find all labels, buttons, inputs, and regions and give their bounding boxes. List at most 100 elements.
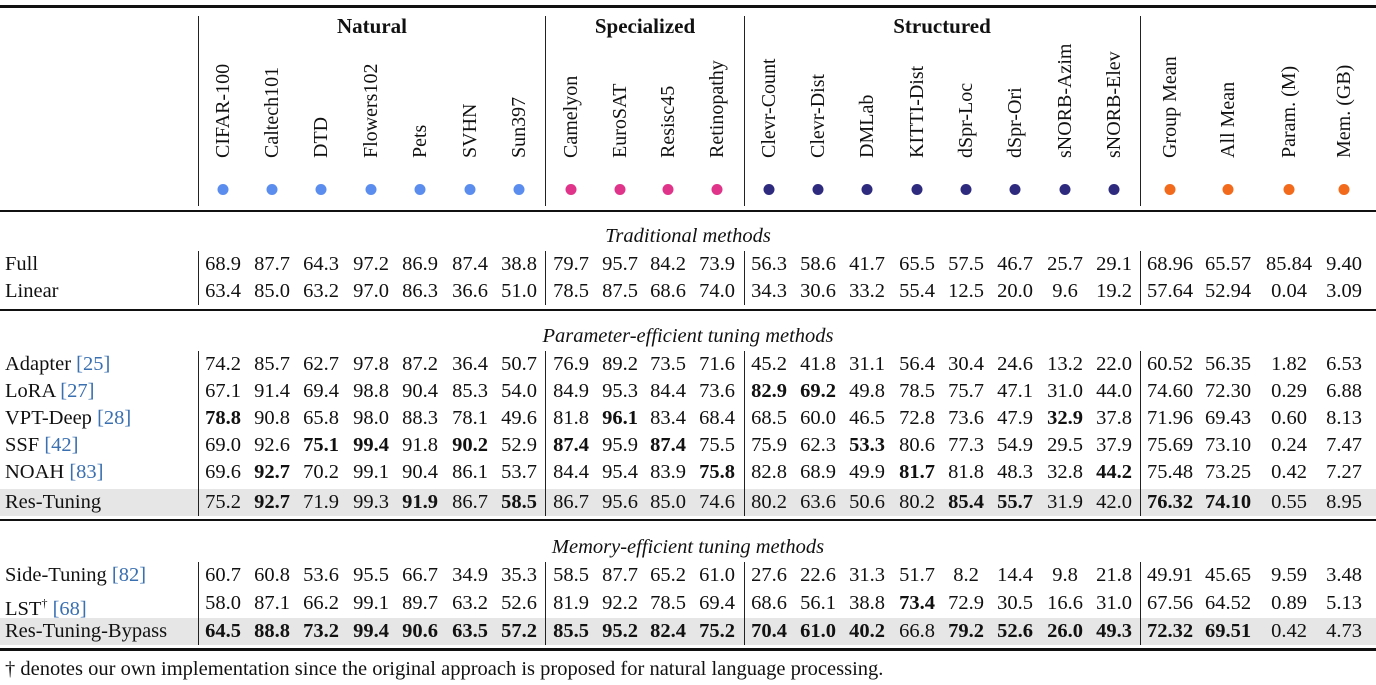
table-cell: 13.2 <box>1047 353 1083 375</box>
table-cell: 99.4 <box>353 434 389 456</box>
citation-link[interactable]: [28] <box>97 407 132 429</box>
category-dot-icon <box>565 184 577 195</box>
method-label: Res-Tuning <box>5 491 102 513</box>
method-name: Linear <box>5 278 59 305</box>
table-cell: 9.40 <box>1326 253 1362 275</box>
table-cell: 64.52 <box>1204 592 1252 614</box>
table-cell: 31.1 <box>849 353 885 375</box>
table-cell: 95.4 <box>602 461 638 483</box>
table-cell: 68.96 <box>1146 253 1194 275</box>
table-cell: 49.8 <box>849 380 885 402</box>
table-cell: 0.24 <box>1271 434 1307 456</box>
table-cell: 53.6 <box>303 564 339 586</box>
table-cell: 8.95 <box>1326 491 1362 513</box>
table-cell: 71.9 <box>303 491 339 513</box>
column-header-label: Mem. (GB) <box>1333 64 1355 158</box>
table-cell: 91.8 <box>402 434 438 456</box>
table-cell: 32.9 <box>1047 407 1083 429</box>
table-cell: 87.2 <box>402 353 438 375</box>
table-cell: 19.2 <box>1096 280 1132 302</box>
table-cell: 52.9 <box>501 434 537 456</box>
citation-link[interactable]: [68] <box>52 597 87 620</box>
category-dot-icon <box>662 184 674 195</box>
category-dot-icon <box>266 184 278 195</box>
table-cell: 86.9 <box>402 253 438 275</box>
table-cell: 40.2 <box>849 620 885 642</box>
table-cell: 69.0 <box>205 434 241 456</box>
table-cell: 99.4 <box>353 620 389 642</box>
table-cell: 80.6 <box>899 434 935 456</box>
table-cell: 49.91 <box>1146 564 1194 586</box>
column-header-label: Retinopathy <box>706 60 728 158</box>
table-cell: 61.0 <box>800 620 836 642</box>
category-dot-icon <box>960 184 972 195</box>
category-dot-icon <box>414 184 426 195</box>
table-cell: 41.7 <box>849 253 885 275</box>
table-cell: 65.57 <box>1204 253 1252 275</box>
header-rule <box>0 210 1376 212</box>
table-cell: 34.9 <box>452 564 488 586</box>
table-cell: 6.88 <box>1326 380 1362 402</box>
table-cell: 72.9 <box>948 592 984 614</box>
table-cell: 84.4 <box>553 461 589 483</box>
table-cell: 91.4 <box>254 380 290 402</box>
header-separator <box>545 16 546 206</box>
table-cell: 4.73 <box>1326 620 1362 642</box>
table-cell: 34.3 <box>751 280 787 302</box>
table-cell: 50.6 <box>849 491 885 513</box>
table-cell: 0.29 <box>1271 380 1307 402</box>
table-cell: 44.0 <box>1096 380 1132 402</box>
citation-link[interactable]: [27] <box>60 380 95 402</box>
method-label: SSF <box>5 434 40 456</box>
table-cell: 0.55 <box>1271 491 1307 513</box>
table-cell: 56.35 <box>1204 353 1252 375</box>
table-cell: 64.3 <box>303 253 339 275</box>
category-dot-icon <box>614 184 626 195</box>
table-cell: 89.2 <box>602 353 638 375</box>
column-header-label: Caltech101 <box>261 66 283 158</box>
table-cell: 57.64 <box>1146 280 1194 302</box>
table-cell: 75.8 <box>699 461 735 483</box>
citation-link[interactable]: [25] <box>76 353 111 375</box>
table-cell: 63.6 <box>800 491 836 513</box>
table-cell: 78.5 <box>553 280 589 302</box>
body-separator <box>744 562 745 645</box>
table-cell: 69.4 <box>303 380 339 402</box>
table-cell: 55.4 <box>899 280 935 302</box>
method-name: Res-Tuning-Bypass <box>5 618 167 645</box>
table-cell: 69.4 <box>699 592 735 614</box>
table-cell: 0.42 <box>1271 620 1307 642</box>
column-header-label: Clevr-Count <box>758 58 780 158</box>
table-row: Res-Tuning-Bypass 64.5 88.8 73.2 99.4 90.6 63.… <box>0 618 1376 645</box>
citation-link[interactable]: [82] <box>111 564 147 586</box>
table-cell: 95.7 <box>602 253 638 275</box>
table-cell: 68.9 <box>800 461 836 483</box>
table-cell: 74.0 <box>699 280 735 302</box>
table-cell: 90.6 <box>402 620 438 642</box>
body-separator <box>198 562 199 645</box>
table-cell: 30.5 <box>997 592 1033 614</box>
column-header-label: EuroSAT <box>609 83 631 158</box>
category-dot-icon <box>812 184 824 195</box>
table-cell: 3.48 <box>1326 564 1362 586</box>
citation-link[interactable]: [42] <box>44 434 79 456</box>
table-cell: 9.59 <box>1271 564 1307 586</box>
table-cell: 58.0 <box>205 592 241 614</box>
category-dot-icon <box>217 184 229 195</box>
table-cell: 9.8 <box>1052 564 1078 586</box>
table-cell: 98.8 <box>353 380 389 402</box>
method-label: LoRA <box>5 380 56 402</box>
table-cell: 87.4 <box>452 253 488 275</box>
citation-link[interactable]: [83] <box>69 461 104 483</box>
table-cell: 73.5 <box>650 353 686 375</box>
table-cell: 47.1 <box>997 380 1033 402</box>
table-cell: 61.0 <box>699 564 735 586</box>
table-cell: 36.4 <box>452 353 488 375</box>
table-cell: 8.13 <box>1326 407 1362 429</box>
column-header-label: Pets <box>409 124 431 158</box>
category-dot-icon <box>911 184 923 195</box>
table-cell: 81.8 <box>948 461 984 483</box>
table-cell: 22.0 <box>1096 353 1132 375</box>
table-cell: 63.4 <box>205 280 241 302</box>
table-cell: 68.9 <box>205 253 241 275</box>
